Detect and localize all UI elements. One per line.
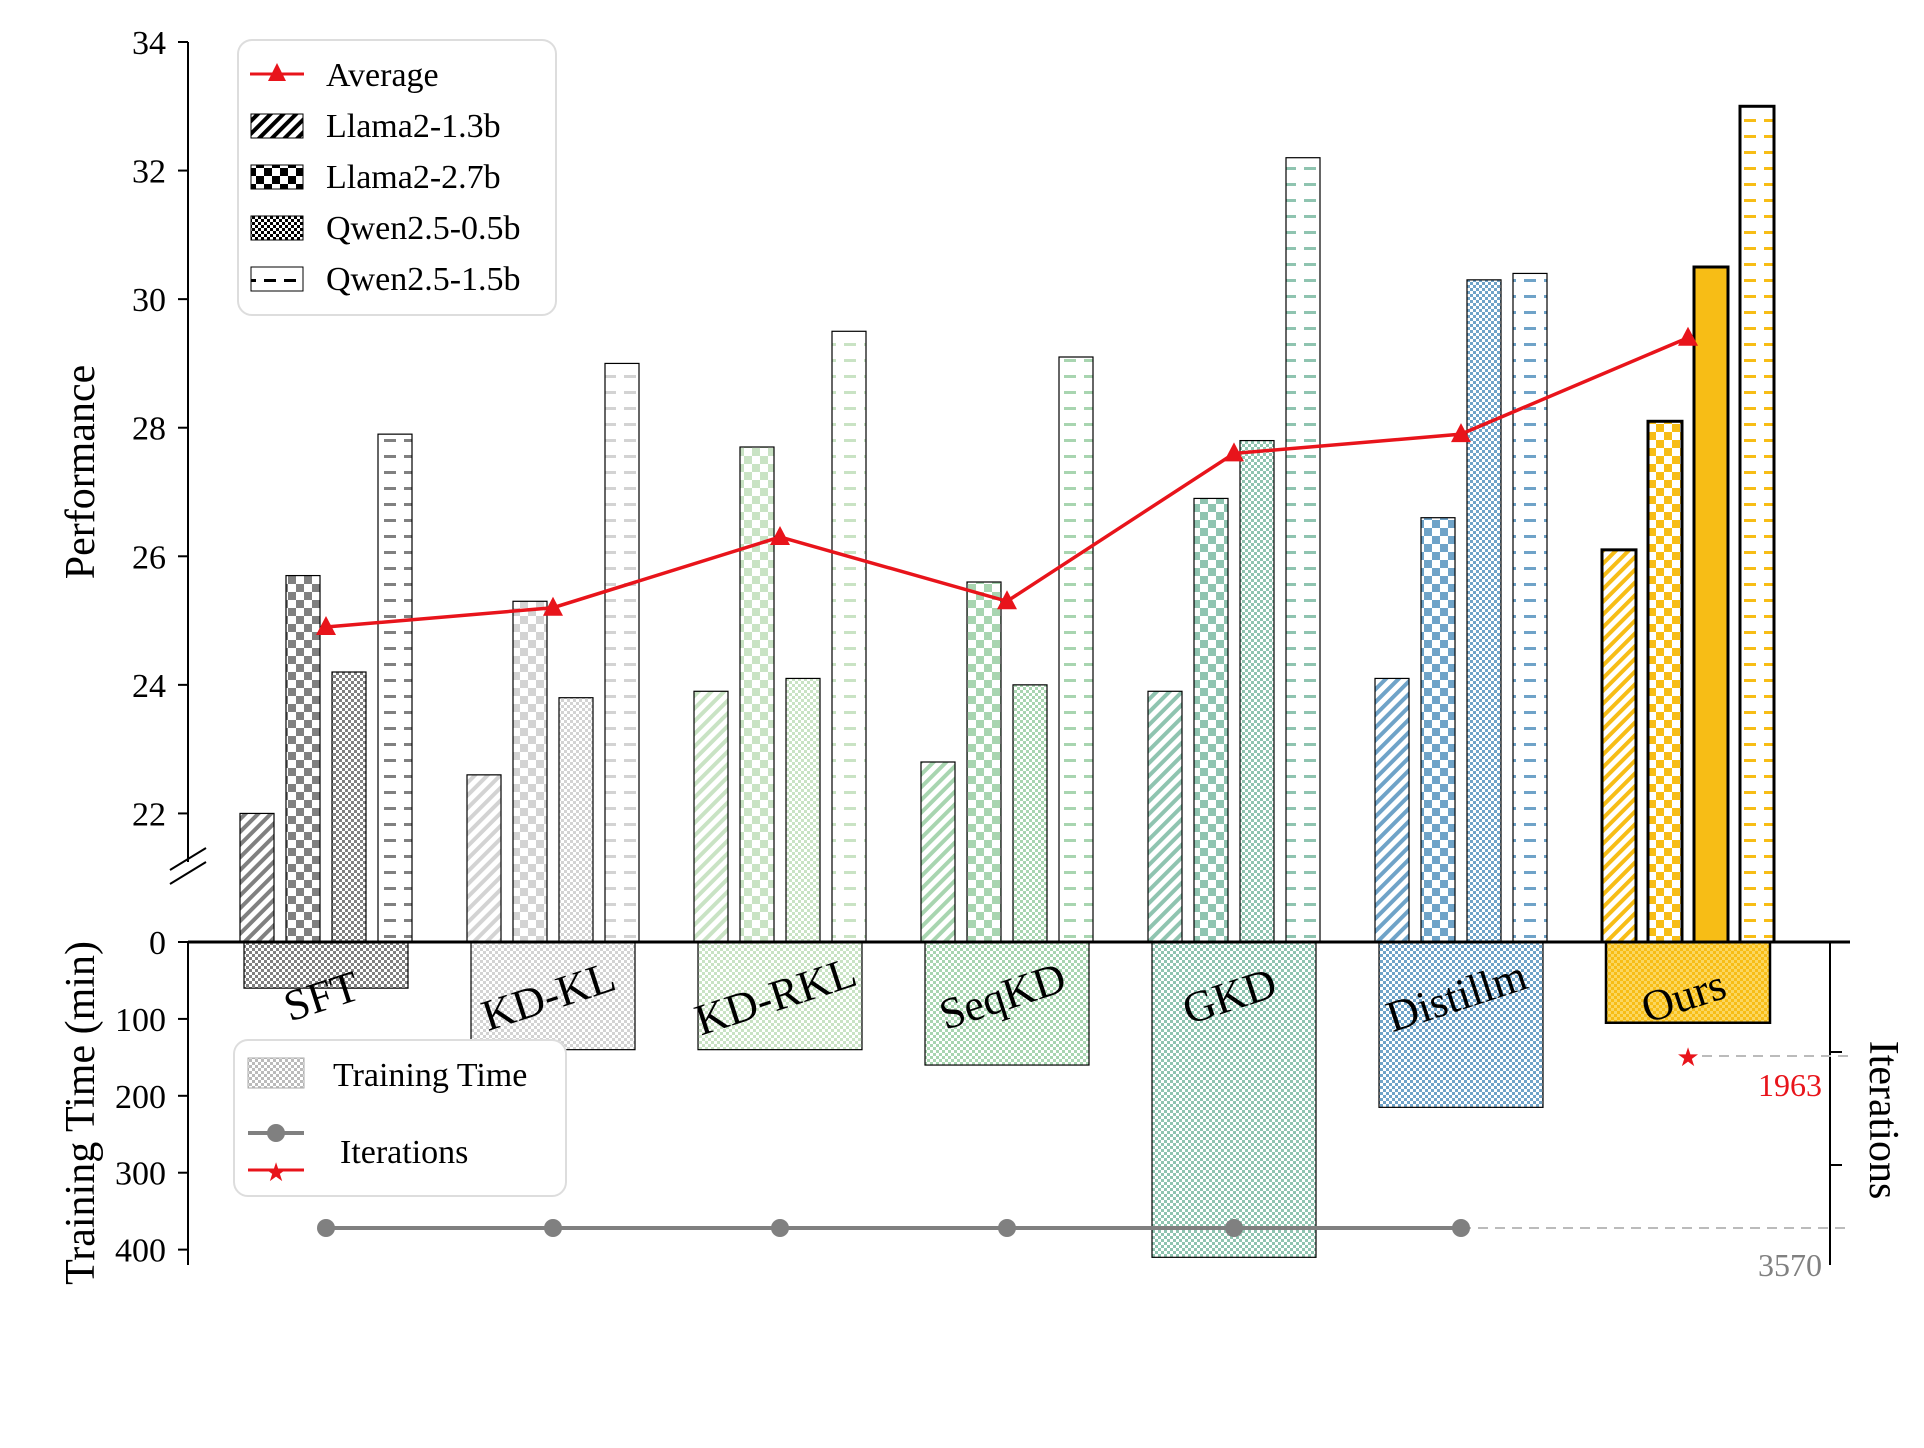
iterations-layer: 3570 1963 ★: [317, 1043, 1850, 1283]
bar-seqkd-llama2-1-3b: [920, 761, 956, 943]
bar-kd-kl-llama2-1-3b: [466, 774, 502, 943]
bar-seqkd-llama2-2-7b: [966, 581, 1002, 943]
time-tick-label: 100: [115, 1002, 166, 1039]
iterations-marker: [1452, 1219, 1470, 1237]
legend-qwen05-label: Qwen2.5-0.5b: [326, 210, 521, 247]
bar-kd-rkl-llama2-2-7b: [739, 446, 775, 943]
bar-kd-kl-llama2-2-7b: [512, 600, 548, 943]
average-marker: [1224, 442, 1244, 462]
iterations-ours-marker: ★: [1676, 1043, 1699, 1072]
bars-layer: [239, 104, 1776, 944]
bar-sft-qwen2-5-1-5b: [377, 433, 413, 943]
performance-tick-label: 28: [132, 411, 166, 448]
legend-llama27-swatch: [250, 164, 304, 190]
legend-box: [233, 1039, 567, 1197]
bar-sft-qwen2-5-0-5b: [331, 671, 367, 943]
time-bar-ours: [1604, 940, 1772, 1024]
iterations-ours-value: 1963: [1758, 1067, 1822, 1103]
axis-break-mark: [169, 847, 207, 885]
performance-tick-label: 34: [132, 25, 166, 62]
time-bars-layer: [243, 940, 1772, 1258]
bar-gkd-llama2-1-3b: [1147, 690, 1183, 943]
training-time-axis-label: Training Time (min): [58, 941, 104, 1285]
legend-qwen15-label: Qwen2.5-1.5b: [326, 261, 521, 298]
legend-time: Training Time Iterations ★: [233, 1039, 567, 1197]
legend-iterations-marker: [267, 1124, 285, 1142]
bar-distillm-llama2-1-3b: [1374, 677, 1410, 943]
bar-distillm-qwen2-5-1-5b: [1512, 272, 1548, 943]
iterations-baseline-value: 3570: [1758, 1247, 1822, 1283]
bar-kd-rkl-qwen2-5-1-5b: [831, 330, 867, 943]
bar-ours-qwen2-5-0-5b: [1692, 265, 1730, 944]
iterations-axis-label: Iterations: [1860, 1041, 1906, 1200]
average-marker: [997, 590, 1017, 610]
bar-kd-rkl-qwen2-5-0-5b: [785, 677, 821, 943]
bar-gkd-qwen2-5-1-5b: [1285, 157, 1321, 943]
time-bar-gkd: [1151, 941, 1317, 1258]
iterations-marker: [317, 1219, 335, 1237]
iterations-marker: [998, 1219, 1016, 1237]
legend-training-time-swatch: [247, 1057, 305, 1089]
bar-ours-llama2-2-7b: [1646, 419, 1684, 944]
legend-llama13-label: Llama2-1.3b: [326, 108, 501, 145]
time-tick-label: 400: [115, 1233, 166, 1270]
bar-kd-kl-qwen2-5-1-5b: [604, 362, 640, 943]
performance-tick-label: 24: [132, 668, 166, 705]
iterations-marker: [771, 1219, 789, 1237]
legend-llama13-swatch: [250, 113, 304, 139]
average-marker: [770, 526, 790, 545]
average-marker: [316, 616, 336, 635]
bar-gkd-qwen2-5-0-5b: [1239, 439, 1275, 943]
legend-llama27-label: Llama2-2.7b: [326, 159, 501, 196]
legend-average-marker: [268, 63, 286, 81]
bar-kd-kl-qwen2-5-0-5b: [558, 697, 594, 943]
performance-tick-label: 30: [132, 282, 166, 319]
legend-box: [237, 39, 557, 316]
time-tick-label: 200: [115, 1079, 166, 1116]
legend-training-time-label: Training Time: [333, 1057, 527, 1094]
time-bar-kd-kl: [470, 941, 636, 1051]
performance-tick-label: 32: [132, 154, 166, 191]
average-line-layer: [316, 326, 1698, 635]
performance-ticks: 22 24 26 28 30 32 34: [132, 25, 188, 833]
legend-iterations-label: Iterations: [340, 1134, 468, 1171]
time-bar-distillm: [1378, 941, 1544, 1108]
bar-ours-llama2-1-3b: [1600, 548, 1638, 944]
time-ticks: 0 100 200 300 400: [115, 925, 188, 1270]
bar-gkd-llama2-2-7b: [1193, 497, 1229, 943]
iterations-marker: [1225, 1219, 1243, 1237]
average-marker: [543, 596, 563, 616]
bar-seqkd-qwen2-5-0-5b: [1012, 684, 1048, 943]
time-tick-label: 0: [149, 925, 166, 962]
time-bar-seqkd: [924, 941, 1090, 1066]
bar-ours-qwen2-5-1-5b: [1738, 104, 1776, 944]
average-marker: [1678, 326, 1698, 346]
iteration-ticks: [1830, 1051, 1842, 1166]
legend-qwen05-swatch: [250, 215, 304, 241]
time-bar-sft: [243, 941, 409, 989]
iterations-marker: [544, 1219, 562, 1237]
legend-average-label: Average: [326, 57, 439, 94]
bar-distillm-qwen2-5-0-5b: [1466, 279, 1502, 943]
performance-tick-label: 22: [132, 796, 166, 833]
performance-tick-label: 26: [132, 539, 166, 576]
legend-ours-iterations-marker: ★: [264, 1158, 287, 1187]
legend-performance: Average Llama2-1.3b Llama2-2.7b Qwen2.5-…: [237, 39, 557, 316]
bar-kd-rkl-llama2-1-3b: [693, 690, 729, 943]
bar-seqkd-qwen2-5-1-5b: [1058, 356, 1094, 943]
bar-distillm-llama2-2-7b: [1420, 517, 1456, 943]
average-marker: [1451, 423, 1471, 443]
bar-sft-llama2-1-3b: [239, 812, 275, 943]
time-tick-label: 300: [115, 1156, 166, 1193]
bar-sft-llama2-2-7b: [285, 574, 321, 943]
performance-axis-label: Performance: [58, 365, 104, 580]
legend-qwen15-swatch: [250, 266, 304, 292]
